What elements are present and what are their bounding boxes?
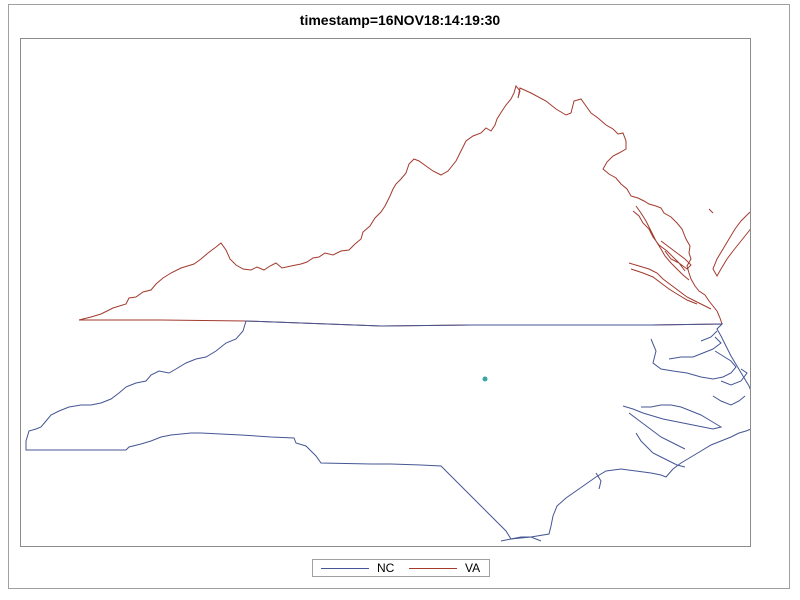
va-state-outline [78, 84, 723, 327]
legend-label-nc: NC [377, 561, 395, 575]
legend-swatch-va [409, 568, 457, 569]
map-point-marker [482, 376, 488, 382]
va-bay-inlets [628, 205, 750, 310]
nc-state-outline [25, 320, 750, 540]
map-svg [25, 84, 750, 542]
map-legend: NC VA [312, 559, 490, 577]
legend-label-va: VA [465, 561, 481, 575]
nc-sound-inlets [500, 330, 748, 542]
map-plot-area [20, 38, 751, 547]
legend-swatch-nc [321, 568, 369, 569]
graph-title: timestamp=16NOV18:14:19:30 [299, 12, 501, 28]
